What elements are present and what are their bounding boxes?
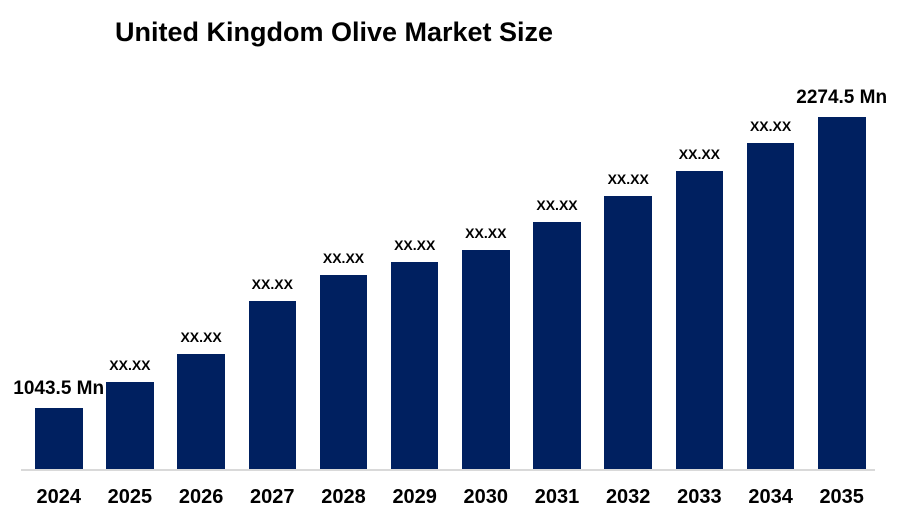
- bar-2030: [462, 250, 510, 470]
- x-axis-tick-label-2032: 2032: [605, 486, 651, 508]
- bar-value-label-2027: XX.XX: [251, 276, 293, 292]
- bar-2024: [35, 408, 83, 470]
- x-axis-line: [21, 469, 875, 471]
- bar-value-label-2033: XX.XX: [678, 146, 721, 162]
- bar-value-label-2026: XX.XX: [180, 329, 222, 345]
- x-axis-tick-label-2031: 2031: [534, 486, 580, 508]
- x-axis-tick-label-2027: 2027: [250, 486, 295, 508]
- bar-value-label-2031: XX.XX: [536, 197, 578, 213]
- x-axis-tick-label-2028: 2028: [321, 486, 366, 508]
- bar-value-label-2029: XX.XX: [394, 237, 436, 253]
- bar-value-label-2032: XX.XX: [607, 171, 649, 187]
- bar-2035: [818, 117, 866, 470]
- bar-value-label-2028: XX.XX: [322, 250, 365, 266]
- x-axis-tick-label-2034: 2034: [748, 486, 793, 508]
- bar-value-label-2030: XX.XX: [465, 225, 507, 241]
- x-axis-tick-label-2033: 2033: [677, 486, 722, 508]
- chart-title: United Kingdom Olive Market Size: [115, 17, 554, 47]
- x-axis-tick-label-2029: 2029: [392, 486, 437, 508]
- x-axis-tick-label-2024: 2024: [36, 486, 81, 508]
- bar-2027: [248, 301, 296, 470]
- bar-value-label-2025: XX.XX: [109, 357, 151, 373]
- bar-2032: [604, 196, 652, 470]
- bar-2031: [533, 222, 581, 470]
- bar-2034: [746, 143, 795, 470]
- bar-2029: [390, 262, 439, 470]
- bar-value-label-2035: 2274.5 Mn: [796, 87, 888, 108]
- x-axis-tick-label-2035: 2035: [819, 486, 864, 508]
- bar-2028: [319, 275, 368, 470]
- bar-2026: [177, 354, 225, 470]
- x-axis-tick-label-2030: 2030: [463, 486, 509, 508]
- bar-value-label-2034: XX.XX: [749, 118, 792, 134]
- x-axis-tick-label-2026: 2026: [178, 486, 224, 508]
- bar-2025: [106, 382, 154, 470]
- bar-2033: [675, 171, 724, 470]
- bar-value-label-2024: 1043.5 Mn: [13, 378, 105, 399]
- x-axis-tick-label-2025: 2025: [107, 486, 153, 508]
